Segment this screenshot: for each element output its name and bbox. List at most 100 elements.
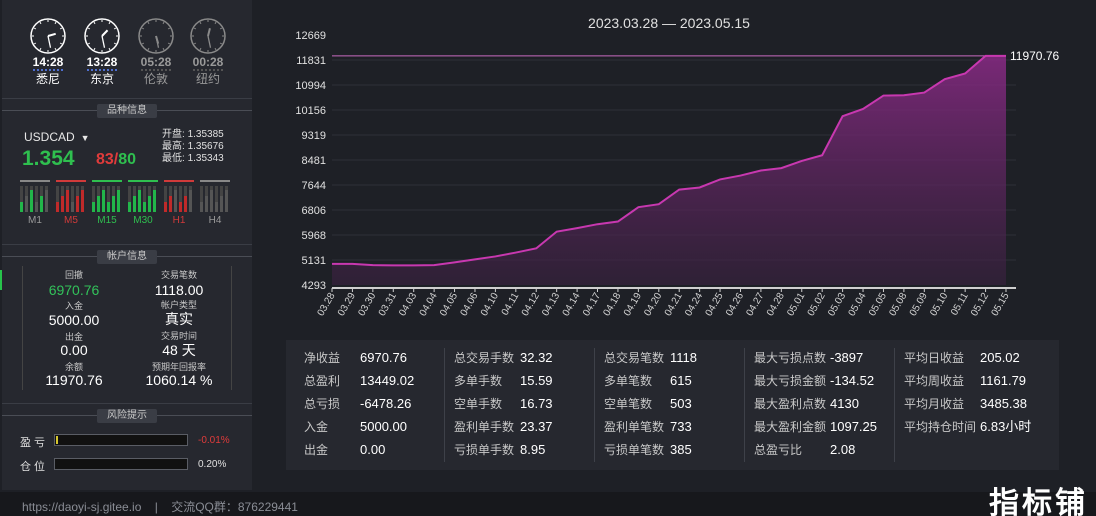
footer-text: https://daoyi-sj.gitee.io | 交流QQ群：876229… <box>22 498 298 515</box>
last-value-label: 11970.76 <box>1010 49 1059 63</box>
y-tick-label: 7644 <box>302 180 326 192</box>
stat-item: 净收益 6970.76 <box>304 350 407 366</box>
x-tick-label: 05.09 <box>908 291 930 319</box>
timeframe-label: H4 <box>208 215 222 226</box>
x-tick-label: 05.08 <box>887 291 909 319</box>
stat-label: 净收益 <box>304 351 341 365</box>
stat-label: 总亏损 <box>304 397 341 411</box>
x-tick-label: 05.02 <box>806 291 828 319</box>
annual-label: 预期年回报率 <box>151 362 206 372</box>
stat-label: 平均持仓时间 <box>904 420 977 434</box>
timeframe-label: M30 <box>133 215 153 226</box>
y-tick-label: 8481 <box>302 155 326 167</box>
clock-1: 13:28 东京 <box>82 18 122 87</box>
stat-value: 13449.02 <box>360 373 415 388</box>
equity-chart: 2023.03.28 — 2023.05.15 12669 11831 10994 10… <box>295 15 1059 319</box>
stat-item: 总盈亏比 2.08 <box>754 442 855 458</box>
stat-value: 23.37 <box>520 419 553 434</box>
low-value: 1.35343 <box>187 153 224 164</box>
ohl-info: 开盘: 1.35385 最高: 1.35676 最低: 1.35343 <box>162 129 224 165</box>
stat-item: 平均月收益 3485.38 <box>904 396 1027 412</box>
stat-value: 615 <box>670 373 692 388</box>
stat-value: 16.73 <box>520 396 553 411</box>
instrument-section-title: 品种信息 <box>97 104 157 118</box>
stat-label: 亏损单笔数 <box>604 443 665 457</box>
stat-label: 总盈亏比 <box>754 443 803 457</box>
dropdown-arrow-icon: ▼ <box>80 133 90 143</box>
clock-face-icon <box>30 18 66 54</box>
open-value: 1.35385 <box>187 129 224 140</box>
symbol-selector[interactable]: USDCAD ▼ <box>24 130 90 144</box>
x-tick-label: 04.24 <box>683 291 705 319</box>
edge-indicator <box>0 270 2 290</box>
timeframe-0: M1 <box>20 180 50 228</box>
stat-label: 最大盈利点数 <box>754 397 827 411</box>
clock-time: 05:28 <box>140 55 172 69</box>
high-value: 1.35676 <box>187 141 224 152</box>
divider <box>2 403 252 404</box>
stat-label: 出金 <box>304 443 329 457</box>
profit-value: -0.01% <box>198 435 230 446</box>
x-tick-label: 05.01 <box>785 291 807 319</box>
price-fraction: 83/80 <box>96 151 136 169</box>
x-tick-label: 05.04 <box>847 291 869 319</box>
divider <box>22 266 23 390</box>
stat-label: 总交易笔数 <box>604 351 665 365</box>
divider <box>594 348 595 462</box>
y-tick-label: 5968 <box>302 230 326 242</box>
stat-label: 平均日收益 <box>904 351 965 365</box>
stat-label: 总交易手数 <box>454 351 515 365</box>
balance-label: 余额 <box>64 362 83 372</box>
stat-item: 平均日收益 205.02 <box>904 350 1020 366</box>
price-fraction-b: 80 <box>118 151 137 168</box>
stat-value: -3897 <box>830 350 864 365</box>
time-value: 48 天 <box>162 342 196 358</box>
watermark: 指标铺 <box>989 486 1088 516</box>
divider <box>444 348 445 462</box>
timeframe-4: H1 <box>164 180 194 228</box>
profit-label: 盈 亏 <box>20 437 46 449</box>
clock-0: 14:28 悉尼 <box>28 18 68 87</box>
stat-item: 空单手数 16.73 <box>454 396 553 412</box>
account-section-header: 帐户信息 <box>2 250 252 264</box>
stat-value: -134.52 <box>830 373 875 388</box>
stat-value: 15.59 <box>520 373 553 388</box>
chart-title: 2023.03.28 — 2023.05.15 <box>588 15 750 31</box>
time-label: 交易时间 <box>160 331 197 341</box>
stat-item: 最大盈利金额 1097.25 <box>754 419 877 435</box>
stat-item: 平均持仓时间 6.83小时 <box>904 419 1031 435</box>
profit-bar <box>54 434 188 446</box>
stat-label: 空单手数 <box>454 397 503 411</box>
stat-value: 2.08 <box>830 442 856 457</box>
clock-face-icon <box>190 18 226 54</box>
stat-value: 205.02 <box>980 350 1020 365</box>
stat-value: 8.95 <box>520 442 546 457</box>
stat-item: 平均周收益 1161.79 <box>904 373 1026 389</box>
x-tick-label: 04.25 <box>704 291 726 319</box>
clock-time: 14:28 <box>32 55 64 69</box>
footer-url[interactable]: https://daoyi-sj.gitee.io <box>22 500 142 514</box>
stat-item: 多单手数 15.59 <box>454 373 553 389</box>
stat-item: 最大亏损金额 -134.52 <box>754 373 874 389</box>
stat-item: 空单笔数 503 <box>604 396 692 412</box>
x-tick-label: 04.11 <box>500 291 522 318</box>
divider <box>2 98 252 99</box>
y-tick-label: 4293 <box>302 280 326 292</box>
clock-face-icon <box>138 18 174 54</box>
stat-item: 盈利单笔数 733 <box>604 419 692 435</box>
clock-city: 伦敦 <box>143 72 168 86</box>
stat-label: 最大亏损金额 <box>754 374 827 388</box>
divider <box>894 348 895 462</box>
equity-line <box>332 54 1006 267</box>
clock-city: 悉尼 <box>35 72 60 86</box>
stat-item: 最大盈利点数 4130 <box>754 396 859 412</box>
drawdown-value: 6970.76 <box>48 282 100 298</box>
x-tick-label: 04.04 <box>418 291 440 319</box>
stat-item: 盈利单手数 23.37 <box>454 419 553 435</box>
x-tick-label: 03.28 <box>316 291 338 319</box>
clock-2: 05:28 伦敦 <box>136 18 176 87</box>
withdraw-label: 出金 <box>64 332 83 342</box>
stat-value: 0.00 <box>360 442 386 457</box>
stat-item: 总亏损 -6478.26 <box>304 396 411 412</box>
x-tick-label: 04.06 <box>459 291 481 319</box>
